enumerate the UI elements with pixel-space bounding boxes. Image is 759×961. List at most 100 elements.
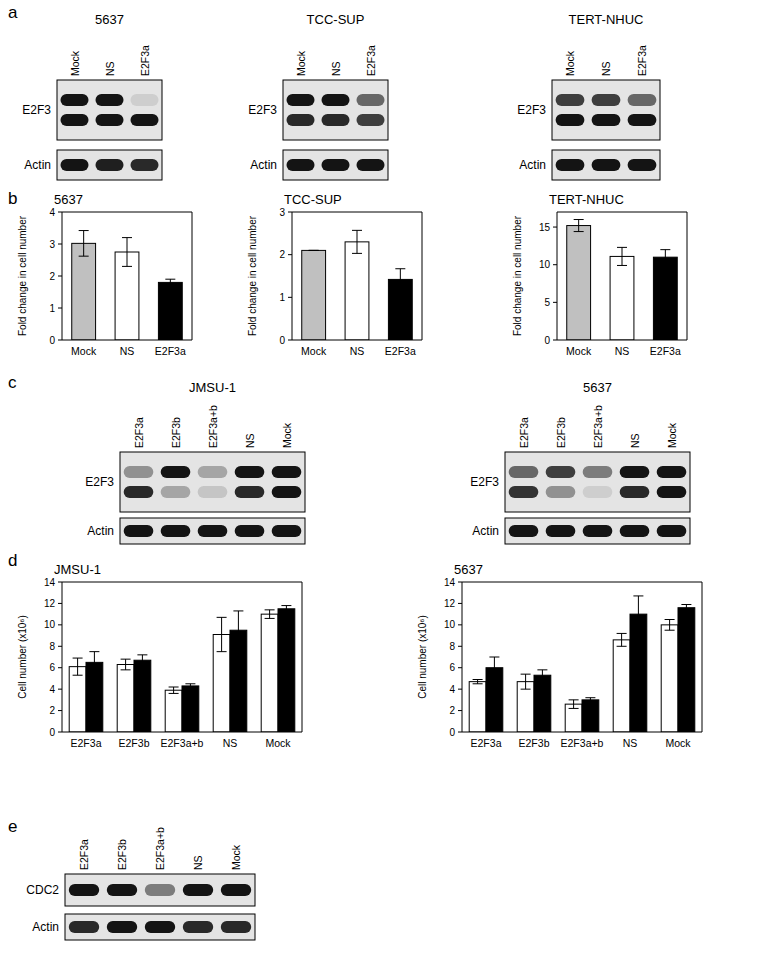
blot-title: 5637 xyxy=(583,380,612,395)
error-cap xyxy=(665,630,675,631)
y-tick-label: 0 xyxy=(544,335,550,346)
bar xyxy=(678,608,695,732)
lane-label: Mock xyxy=(564,50,576,76)
bar xyxy=(613,640,630,732)
error-cap xyxy=(137,654,147,655)
y-tick xyxy=(458,646,462,647)
error-cap xyxy=(89,673,99,674)
error-cap xyxy=(681,604,691,605)
row-label: Actin xyxy=(519,158,546,172)
error-stem xyxy=(357,230,358,253)
band xyxy=(272,486,302,498)
error-bar xyxy=(73,658,83,675)
error-stem xyxy=(525,674,526,689)
western-blot: TCC-SUPMockNSE2F3aE2F3Actin xyxy=(248,12,388,180)
band xyxy=(221,884,251,896)
band xyxy=(107,884,137,896)
error-bar xyxy=(665,620,675,631)
frame-right xyxy=(687,212,688,340)
blot-title: TCC-SUP xyxy=(307,12,365,27)
lane-label: Mock xyxy=(666,422,678,448)
band xyxy=(61,114,89,126)
y-tick-label: 2 xyxy=(49,271,55,282)
band xyxy=(556,114,585,126)
error-cap xyxy=(265,618,275,619)
western-blot: E2F3aE2F3bE2F3a+bNSMockCDC2Actin xyxy=(26,827,255,940)
y-axis-label: Fold change in cell number xyxy=(512,215,523,336)
lane-label: E2F3a xyxy=(365,45,377,76)
band xyxy=(235,525,265,537)
x-tick-label: NS xyxy=(223,737,238,749)
lane-label: NS xyxy=(244,433,256,448)
band xyxy=(546,466,576,478)
x-tick-label: NS xyxy=(120,345,135,357)
y-axis-label: Cell number (x10⁶) xyxy=(17,615,28,699)
error-bar xyxy=(521,674,531,689)
band xyxy=(546,525,576,537)
bar xyxy=(182,686,199,732)
error-bar xyxy=(585,698,595,702)
blot-frame xyxy=(57,80,162,140)
error-cap xyxy=(585,697,595,698)
bar xyxy=(158,282,182,340)
y-tick-label: 2 xyxy=(279,249,285,260)
row-label: Actin xyxy=(24,158,51,172)
y-axis-label: Cell number (x10⁶) xyxy=(417,615,428,699)
error-cap xyxy=(473,679,483,680)
panel-label: a xyxy=(8,3,18,22)
band xyxy=(357,159,385,171)
y-axis-label: Fold change in cell number xyxy=(17,215,28,336)
bar xyxy=(117,665,134,733)
blot-frame xyxy=(57,150,162,180)
frame-right xyxy=(192,212,193,340)
chart-title: TERT-NHUC xyxy=(549,192,624,207)
band xyxy=(628,114,657,126)
lane-label: E2F3a xyxy=(518,417,530,448)
error-bar xyxy=(281,606,291,612)
row-label: Actin xyxy=(32,920,59,934)
bar-chart: TCC-SUPFold change in cell number0123Moc… xyxy=(247,192,422,357)
band xyxy=(509,525,539,537)
band xyxy=(583,486,613,498)
row-label: CDC2 xyxy=(26,883,59,897)
error-stem xyxy=(170,279,171,285)
band xyxy=(235,486,265,498)
error-cap xyxy=(617,633,627,634)
error-bar xyxy=(352,230,362,253)
panel-label: d xyxy=(8,551,17,570)
error-cap xyxy=(122,266,132,267)
row-label: Actin xyxy=(472,524,499,538)
error-cap xyxy=(665,619,675,620)
error-cap xyxy=(617,265,627,266)
error-cap xyxy=(352,253,362,254)
y-tick xyxy=(58,646,62,647)
y-axis xyxy=(62,212,63,340)
error-cap xyxy=(265,609,275,610)
error-cap xyxy=(233,610,243,611)
error-stem xyxy=(83,231,84,257)
panel-label: c xyxy=(8,373,17,392)
y-tick xyxy=(58,244,62,245)
y-tick xyxy=(288,340,292,341)
bar xyxy=(72,243,96,340)
chart-title: TCC-SUP xyxy=(284,192,342,207)
lane-label: E2F3b xyxy=(116,839,128,870)
lane-label: Mock xyxy=(295,50,307,76)
y-axis xyxy=(557,212,558,340)
error-cap xyxy=(395,290,405,291)
error-bar xyxy=(489,657,499,678)
error-cap xyxy=(309,250,319,251)
lane-label: NS xyxy=(600,61,612,76)
error-cap xyxy=(521,689,531,690)
y-axis xyxy=(462,582,463,732)
y-tick-label: 0 xyxy=(449,727,455,738)
y-tick xyxy=(458,582,462,583)
lane-label: E2F3a+b xyxy=(154,827,166,870)
band xyxy=(145,884,175,896)
band xyxy=(322,114,350,126)
y-tick-label: 3 xyxy=(49,239,55,250)
y-tick-label: 0 xyxy=(49,727,55,738)
plot-area xyxy=(69,606,295,732)
band xyxy=(287,159,315,171)
y-tick-label: 12 xyxy=(444,598,456,609)
